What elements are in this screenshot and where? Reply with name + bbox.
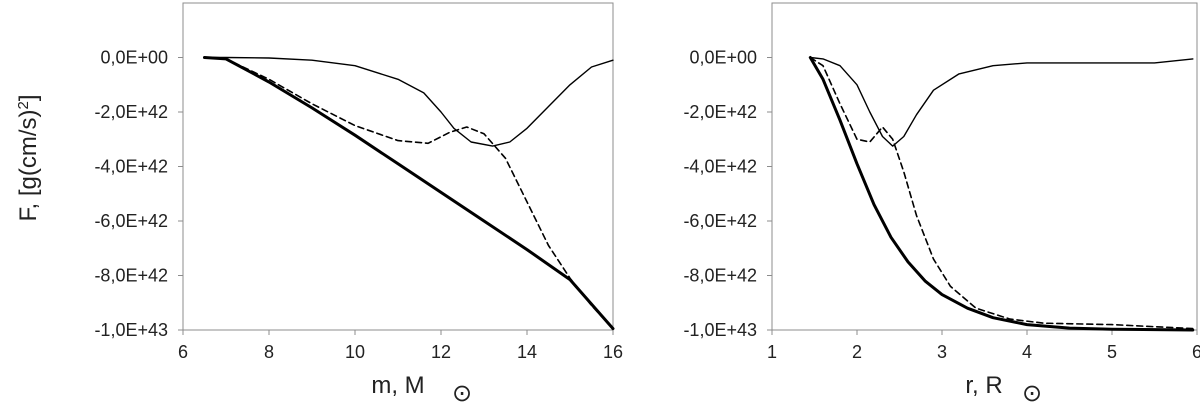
y-axis-label-sup: 2 [15, 101, 32, 109]
y-tick-label: -8,0E+42 [94, 266, 168, 286]
series-line-thin-solid [203, 56, 614, 147]
chart-panel-2: 0,0E+00 -2,0E+42 -4,0E+42 -6,0E+42 -8,0E+42 -… [683, 2, 1200, 407]
x-tick-label: 8 [264, 342, 274, 362]
y-tick-label: -1,0E+43 [683, 320, 757, 340]
series-line-thin-solid [809, 56, 1194, 147]
x-tick-label: 3 [937, 342, 947, 362]
y-tick-label: 0,0E+00 [689, 48, 757, 68]
y-tick-label: -4,0E+42 [683, 157, 757, 177]
y-tick-label: -4,0E+42 [94, 157, 168, 177]
y-tick-label: -6,0E+42 [94, 211, 168, 231]
sun-symbol-icon: ⊙ [1022, 380, 1042, 407]
x-tick-label: 12 [431, 342, 451, 362]
y-tick-label: 0,0E+00 [100, 48, 168, 68]
x-tick-label: 5 [1107, 342, 1117, 362]
y-tick-label: -2,0E+42 [683, 102, 757, 122]
x-tick-label: 14 [517, 342, 537, 362]
x-axis-label: r, R [965, 372, 1002, 399]
y-tick-label: -6,0E+42 [683, 211, 757, 231]
sun-symbol-icon: ⊙ [452, 380, 472, 407]
plot-frame [771, 2, 1198, 331]
x-tick-label: 16 [603, 342, 623, 362]
y-tick-label: -1,0E+43 [94, 320, 168, 340]
plot-frame [182, 2, 614, 331]
series-line-thick-solid [203, 56, 615, 331]
x-tick-label: 6 [1192, 342, 1200, 362]
series-line-thick-solid [808, 56, 1195, 332]
x-tick-label: 4 [1022, 342, 1032, 362]
y-axis-label-suffix: ] [15, 94, 42, 101]
y-axis-label: F, [g(cm/s)2] [15, 94, 43, 221]
x-tick-label: 6 [178, 342, 188, 362]
y-axis-label-prefix: F, [g(cm/s) [15, 110, 42, 222]
y-tick-label: -2,0E+42 [94, 102, 168, 122]
x-axis-label: m, M [371, 372, 424, 399]
x-tick-label: 1 [767, 342, 777, 362]
panels: 0,0E+00 -2,0E+42 -4,0E+42 -6,0E+42 -8,0E+42 -… [94, 2, 1200, 407]
series-line-dashed [809, 56, 1194, 330]
series-line-dashed [203, 56, 614, 330]
chart-panel-1: 0,0E+00 -2,0E+42 -4,0E+42 -6,0E+42 -8,0E+42 -… [94, 2, 623, 407]
y-tick-label: -8,0E+42 [683, 266, 757, 286]
x-tick-label: 2 [852, 342, 862, 362]
x-tick-label: 10 [345, 342, 365, 362]
